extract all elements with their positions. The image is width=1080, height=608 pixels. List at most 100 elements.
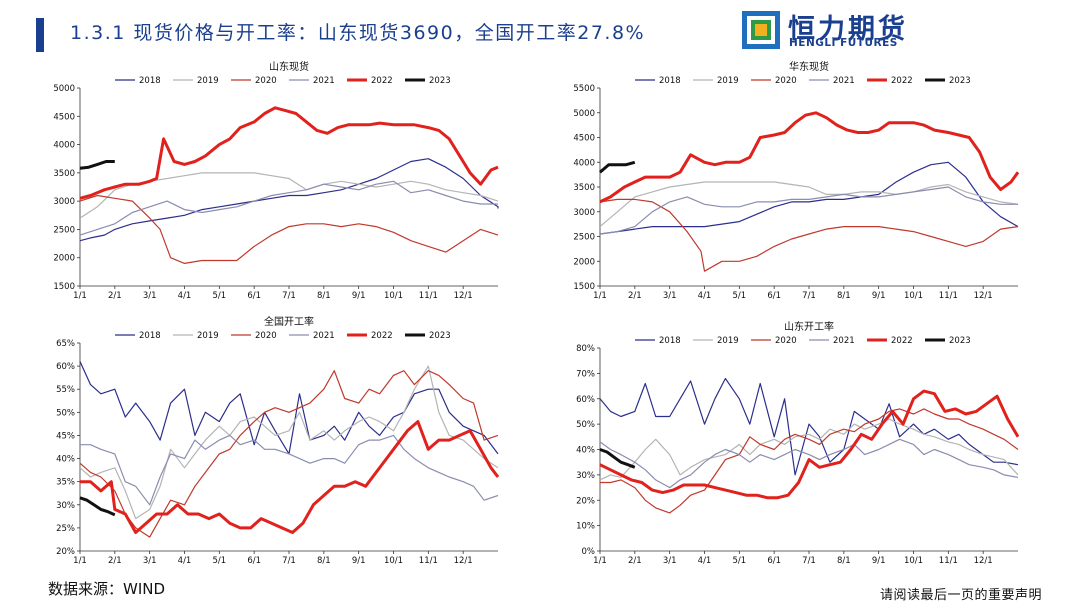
legend-label-2020: 2020 bbox=[775, 76, 797, 86]
x-tick-label: 11/1 bbox=[939, 556, 958, 565]
x-tick-label: 5/1 bbox=[212, 291, 226, 300]
x-tick-label: 9/1 bbox=[352, 556, 366, 565]
x-tick-label: 4/1 bbox=[178, 556, 192, 565]
x-tick-label: 6/1 bbox=[247, 291, 261, 300]
header-accent-bar bbox=[36, 18, 44, 52]
chart-national-operating-rate: 全国开工率 2018 2019 2020 2021 2022 2023 20% 25% 30% 35… bbox=[56, 315, 500, 565]
y-tick-label: 5000 bbox=[573, 109, 595, 119]
series-line-2021 bbox=[599, 186, 1018, 235]
legend-label-2020: 2020 bbox=[775, 336, 797, 346]
x-tick-label: 11/1 bbox=[419, 556, 438, 565]
x-tick-label: 4/1 bbox=[698, 556, 712, 565]
x-tick-label: 7/1 bbox=[282, 291, 296, 300]
x-tick-label: 7/1 bbox=[282, 556, 296, 565]
x-tick-label: 12/1 bbox=[974, 291, 993, 300]
x-tick-label: 10/1 bbox=[904, 291, 923, 300]
y-tick-label: 10% bbox=[576, 522, 595, 532]
x-tick-label: 10/1 bbox=[904, 556, 923, 565]
y-tick-label: 50% bbox=[56, 408, 75, 418]
x-tick-label: 3/1 bbox=[143, 291, 157, 300]
legend-label-2020: 2020 bbox=[255, 331, 277, 341]
y-tick-label: 3000 bbox=[573, 208, 595, 218]
legend-label-2018: 2018 bbox=[139, 76, 161, 86]
y-tick-label: 30% bbox=[576, 471, 595, 481]
y-tick-label: 70% bbox=[576, 369, 595, 379]
page-title: 1.3.1 现货价格与开工率：山东现货3690，全国开工率27.8% bbox=[70, 22, 646, 44]
x-tick-label: 5/1 bbox=[732, 291, 746, 300]
chart-title: 全国开工率 bbox=[264, 315, 314, 328]
legend-label-2023: 2023 bbox=[949, 336, 971, 346]
x-tick-label: 4/1 bbox=[698, 291, 712, 300]
legend-label-2019: 2019 bbox=[717, 76, 739, 86]
y-tick-label: 2500 bbox=[573, 233, 595, 243]
series-line-2019 bbox=[599, 418, 1019, 481]
series-line-2022 bbox=[80, 420, 500, 534]
x-tick-label: 12/1 bbox=[454, 556, 473, 565]
x-tick-label: 11/1 bbox=[419, 291, 438, 300]
legend-label-2018: 2018 bbox=[659, 76, 681, 86]
series-line-2020 bbox=[599, 198, 1019, 272]
legend-label-2022: 2022 bbox=[891, 76, 913, 86]
x-tick-label: 6/1 bbox=[767, 291, 781, 300]
y-tick-label: 30% bbox=[56, 501, 75, 511]
x-tick-label: 1/1 bbox=[593, 556, 607, 565]
y-tick-label: 35% bbox=[56, 478, 75, 488]
y-tick-label: 2000 bbox=[53, 254, 75, 264]
series-line-2018 bbox=[79, 361, 499, 455]
y-tick-label: 55% bbox=[56, 385, 75, 395]
x-tick-label: 2/1 bbox=[628, 556, 642, 565]
legend-label-2023: 2023 bbox=[949, 76, 971, 86]
legend-label-2023: 2023 bbox=[429, 331, 451, 341]
x-tick-label: 12/1 bbox=[974, 556, 993, 565]
x-tick-label: 8/1 bbox=[317, 291, 331, 300]
series-line-2023 bbox=[599, 448, 636, 469]
series-line-2020 bbox=[600, 408, 1019, 514]
x-tick-label: 9/1 bbox=[352, 291, 366, 300]
y-tick-label: 25% bbox=[56, 524, 75, 534]
legend-label-2019: 2019 bbox=[717, 336, 739, 346]
y-tick-label: 5500 bbox=[573, 84, 595, 94]
series-line-2018 bbox=[599, 161, 1019, 235]
logo-mark-icon bbox=[742, 11, 780, 49]
y-tick-label: 40% bbox=[56, 455, 75, 465]
y-tick-label: 0% bbox=[582, 547, 596, 557]
legend-label-2019: 2019 bbox=[197, 331, 219, 341]
x-tick-label: 6/1 bbox=[247, 556, 261, 565]
series-line-2023 bbox=[79, 160, 115, 170]
legend-label-2020: 2020 bbox=[255, 76, 277, 86]
series-line-2021 bbox=[80, 434, 499, 506]
x-tick-label: 7/1 bbox=[802, 556, 816, 565]
x-tick-label: 5/1 bbox=[212, 556, 226, 565]
chart-shandong-operating-rate: 山东开工率 2018 2019 2020 2021 2022 2023 0% 10% 20% 30%… bbox=[576, 320, 1020, 565]
y-tick-label: 2000 bbox=[573, 257, 595, 267]
series-line-2022 bbox=[79, 106, 499, 200]
x-tick-label: 12/1 bbox=[454, 291, 473, 300]
series-line-2023 bbox=[79, 496, 116, 517]
chart-east-china-spot: 华东现货 2018 2019 2020 2021 2022 2023 1500 2000 2500… bbox=[573, 60, 1020, 300]
chart-title: 山东开工率 bbox=[784, 320, 834, 333]
y-tick-label: 45% bbox=[56, 431, 75, 441]
y-tick-label: 60% bbox=[56, 362, 75, 372]
series-line-2019 bbox=[599, 181, 1019, 228]
x-tick-label: 2/1 bbox=[628, 291, 642, 300]
x-tick-label: 1/1 bbox=[73, 291, 87, 300]
x-tick-label: 11/1 bbox=[939, 291, 958, 300]
series-line-2018 bbox=[79, 158, 499, 242]
chart-shandong-spot: 山东现货 2018 2019 2020 2021 2022 2023 1500 2000 2500… bbox=[53, 60, 499, 300]
legend-label-2022: 2022 bbox=[371, 76, 393, 86]
legend-label-2021: 2021 bbox=[833, 336, 855, 346]
legend-label-2019: 2019 bbox=[197, 76, 219, 86]
series-line-2023 bbox=[599, 160, 636, 174]
series-line-2022 bbox=[599, 389, 1020, 500]
y-tick-label: 65% bbox=[56, 339, 75, 349]
y-tick-label: 20% bbox=[56, 547, 75, 557]
series-line-2020 bbox=[79, 370, 499, 538]
x-tick-label: 9/1 bbox=[872, 291, 886, 300]
y-tick-label: 4500 bbox=[53, 112, 75, 122]
x-tick-label: 3/1 bbox=[663, 556, 677, 565]
series-line-2020 bbox=[79, 194, 499, 264]
chart-title: 华东现货 bbox=[789, 60, 829, 73]
x-tick-label: 9/1 bbox=[872, 556, 886, 565]
x-tick-label: 2/1 bbox=[108, 291, 122, 300]
series-line-2018 bbox=[599, 377, 1019, 476]
